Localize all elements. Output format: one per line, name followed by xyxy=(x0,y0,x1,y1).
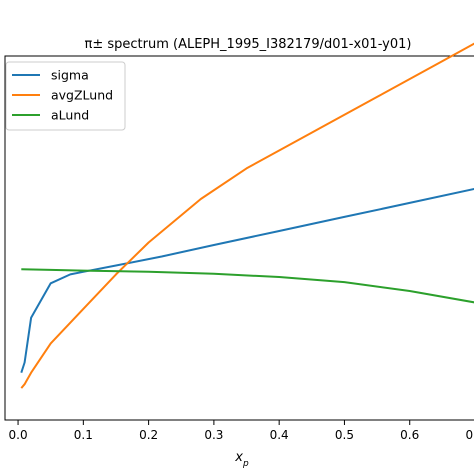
legend-label-sigma: sigma xyxy=(51,68,89,83)
legend-items: sigma avgZLund aLund xyxy=(12,68,113,123)
x-tick-label: 0.7 xyxy=(465,428,474,442)
x-tick-label: 0.6 xyxy=(400,428,419,442)
legend-box xyxy=(5,61,126,131)
x-tick-label: 0.1 xyxy=(74,428,93,442)
x-axis-label: xp xyxy=(234,450,249,469)
chart-title: π± spectrum (ALEPH_1995_I382179/d01-x01-… xyxy=(85,37,412,52)
legend-label-aLund: aLund xyxy=(51,108,89,123)
x-axis-ticks: 0.0 0.1 0.2 0.3 0.4 0.5 0.6 0.7 xyxy=(9,420,474,442)
x-tick-label: 0.3 xyxy=(204,428,223,442)
series-line-sigma xyxy=(20,187,474,374)
x-tick-label: 0.0 xyxy=(9,428,28,442)
legend: sigma avgZLund aLund xyxy=(5,61,126,131)
x-tick-label: 0.4 xyxy=(270,428,289,442)
series-line-avgZLund xyxy=(20,42,474,389)
series-line-aLund xyxy=(21,268,474,304)
series-layer xyxy=(20,42,474,389)
x-tick-label: 0.2 xyxy=(139,428,158,442)
x-tick-label: 0.5 xyxy=(335,428,354,442)
legend-label-avgZLund: avgZLund xyxy=(51,88,113,103)
